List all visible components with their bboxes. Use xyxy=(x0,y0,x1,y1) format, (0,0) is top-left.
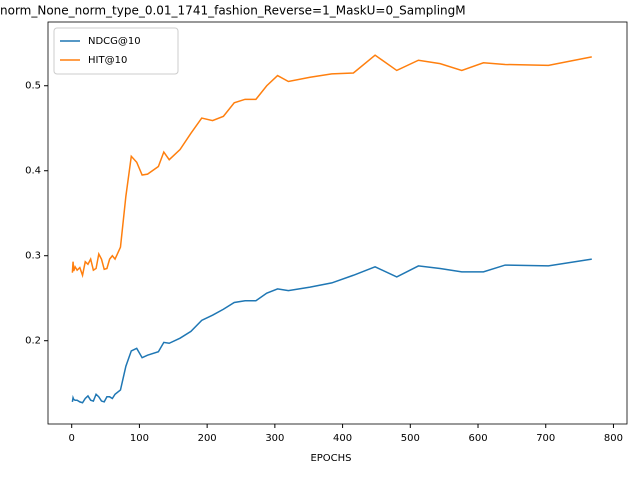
legend-box xyxy=(53,27,179,75)
x-tick-label: 600 xyxy=(468,433,487,444)
x-tick-label: 0 xyxy=(69,433,75,444)
legend-label: HIT@10 xyxy=(88,55,127,66)
x-tick-label: 800 xyxy=(604,433,623,444)
series-line xyxy=(71,54,592,279)
y-tick-label: 0.2 xyxy=(25,336,41,347)
y-tick-label: 0.4 xyxy=(25,166,41,177)
x-tick-label: 500 xyxy=(401,433,420,444)
x-tick-label: 200 xyxy=(198,433,217,444)
legend-label: NDCG@10 xyxy=(88,36,141,47)
x-tick-label: 300 xyxy=(265,433,284,444)
plot-frame xyxy=(47,21,628,425)
x-tick-label: 400 xyxy=(333,433,352,444)
y-tick-label: 0.3 xyxy=(25,251,41,262)
x-axis-label: EPOCHS xyxy=(310,453,351,464)
x-tick-label: 100 xyxy=(130,433,149,444)
series-line xyxy=(71,258,592,404)
y-tick-label: 0.5 xyxy=(25,81,41,92)
chart-title: norm_None_norm_type_0.01_1741_fashion_Re… xyxy=(0,4,466,18)
x-tick-label: 700 xyxy=(536,433,555,444)
